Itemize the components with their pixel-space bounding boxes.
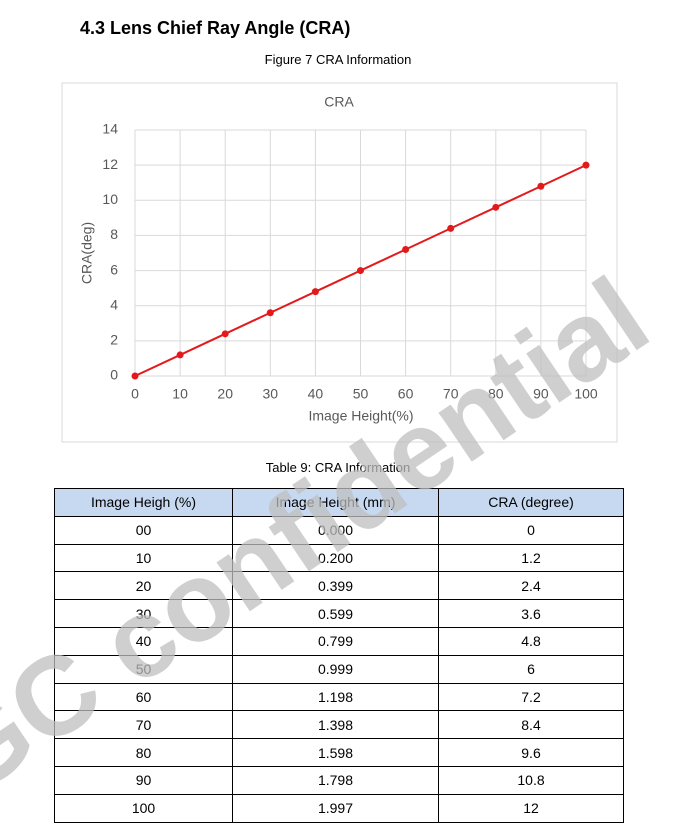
y-tick-label: 12 <box>102 156 118 172</box>
table-cell: 0.599 <box>232 599 439 628</box>
table-cell: 90 <box>54 765 233 795</box>
table-cell: 6 <box>438 654 624 684</box>
x-tick-label: 100 <box>574 386 598 402</box>
chart-title: CRA <box>324 94 354 110</box>
data-point <box>357 267 364 275</box>
table-cell: 1.198 <box>232 682 439 712</box>
table-cell: 20 <box>54 571 233 601</box>
y-tick-label: 6 <box>110 261 118 277</box>
table-cell: 3.6 <box>438 599 624 628</box>
table-caption: Table 9: CRA Information <box>265 460 411 475</box>
table-cell: 7.2 <box>438 682 624 712</box>
table-body: 00 0.000 0 10 0.200 1.2 20 0.399 2.4 30 0.599 3.6 40… <box>54 515 624 823</box>
y-tick-label: 8 <box>110 226 118 242</box>
table-row: 50 0.999 6 <box>54 654 624 684</box>
chart: CRA Image Height(%) CRA(deg) 0 2 4 6 8 10 12 14… <box>61 82 618 443</box>
x-tick-label: 10 <box>172 386 188 402</box>
table-cell: 2.4 <box>438 571 624 601</box>
table-cell: 100 <box>54 793 233 823</box>
table-row: 60 1.198 7.2 <box>54 682 624 712</box>
data-point <box>582 161 590 169</box>
table-cell: 0.200 <box>232 543 439 573</box>
table-row: 90 1.798 10.8 <box>54 765 624 795</box>
table-cell: 50 <box>54 654 233 684</box>
table-cell: 80 <box>54 738 233 767</box>
table-cell: 0 <box>438 515 624 545</box>
data-point <box>311 288 319 296</box>
y-tick-label: 0 <box>110 367 118 383</box>
column-header: Image Height (mm) <box>232 488 439 517</box>
y-tick-label: 14 <box>102 121 118 137</box>
data-point <box>537 182 545 190</box>
figure-caption: Figure 7 CRA Information <box>264 52 412 67</box>
table-cell: 70 <box>54 710 233 740</box>
table-cell: 10 <box>54 543 233 573</box>
table-cell: 0.999 <box>232 654 439 684</box>
header-row: Image Heigh (%) Image Height (mm) CRA (deg… <box>54 488 624 517</box>
x-tick-label: 40 <box>308 386 324 402</box>
column-header: Image Heigh (%) <box>54 488 233 517</box>
data-point <box>402 245 410 253</box>
data-point <box>266 309 274 317</box>
data-point <box>131 372 139 380</box>
x-tick-label: 80 <box>488 386 504 402</box>
table-cell: 12 <box>438 793 624 823</box>
table-row: 00 0.000 0 <box>54 515 624 545</box>
table-cell: 00 <box>54 515 233 545</box>
data-point <box>176 351 184 359</box>
table-cell: 1.798 <box>232 765 439 795</box>
table-cell: 40 <box>54 626 233 656</box>
x-tick-label: 30 <box>263 386 279 402</box>
y-tick-label: 2 <box>110 332 118 348</box>
table-cell: 1.398 <box>232 710 439 740</box>
table-cell: 0.799 <box>232 626 439 656</box>
table-cell: 1.997 <box>232 793 439 823</box>
y-tick-label: 4 <box>110 296 118 312</box>
table-cell: 9.6 <box>438 738 624 767</box>
table-cell: 0.399 <box>232 571 439 601</box>
data-point <box>221 330 229 338</box>
data-point <box>492 203 500 211</box>
table-row: 40 0.799 4.8 <box>54 626 624 656</box>
table-row: 70 1.398 8.4 <box>54 710 624 740</box>
table-row: 80 1.598 9.6 <box>54 738 624 767</box>
table-cell: 1.2 <box>438 543 624 573</box>
table-cell: 10.8 <box>438 765 624 795</box>
column-header: CRA (degree) <box>438 488 624 517</box>
table-row: 100 1.997 12 <box>54 793 624 823</box>
section-heading: 4.3 Lens Chief Ray Angle (CRA) <box>80 18 351 38</box>
x-tick-label: 90 <box>533 386 549 402</box>
table-cell: 30 <box>54 599 233 628</box>
data-point <box>447 224 455 232</box>
chart-frame <box>61 82 618 443</box>
y-axis-label: CRA(deg) <box>79 222 95 284</box>
cra-table: Image Heigh (%) Image Height (mm) CRA (deg… <box>54 488 624 823</box>
y-tick-label: 10 <box>102 191 118 207</box>
x-tick-label: 0 <box>131 386 139 402</box>
table-row: 30 0.599 3.6 <box>54 599 624 628</box>
table-cell: 0.000 <box>232 515 439 545</box>
table-cell: 4.8 <box>438 626 624 656</box>
table-cell: 60 <box>54 682 233 712</box>
table-cell: 1.598 <box>232 738 439 767</box>
x-tick-label: 50 <box>353 386 369 402</box>
x-axis-label: Image Height(%) <box>308 408 413 424</box>
x-tick-label: 70 <box>443 386 459 402</box>
table-cell: 8.4 <box>438 710 624 740</box>
x-tick-label: 20 <box>217 386 233 402</box>
x-tick-label: 60 <box>398 386 414 402</box>
table-row: 10 0.200 1.2 <box>54 543 624 573</box>
table-row: 20 0.399 2.4 <box>54 571 624 601</box>
